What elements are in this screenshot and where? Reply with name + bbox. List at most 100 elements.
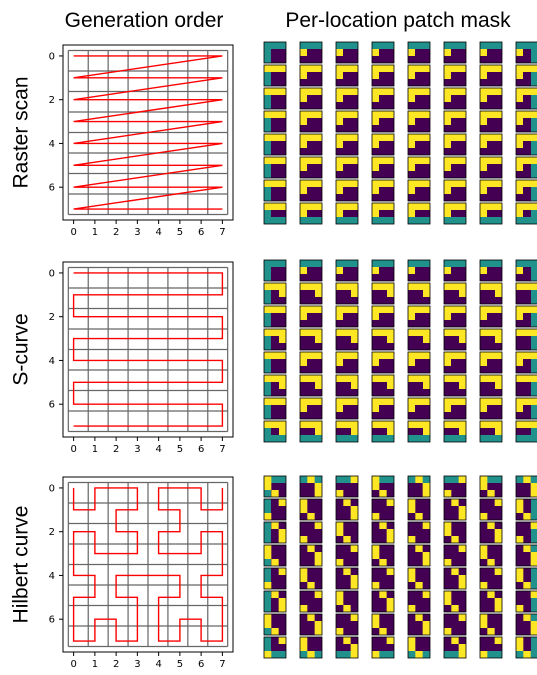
mask-pad (531, 329, 537, 350)
mask-border (335, 156, 359, 179)
mask-visible (264, 476, 272, 483)
mask-visible (523, 651, 531, 658)
mask-visible (516, 111, 537, 118)
mask-visible (300, 499, 308, 506)
chart-row-1: Raster scan 0 1 2 3 4 5 6 7 0 2 4 6 (10, 41, 537, 238)
mask-visible (271, 628, 279, 635)
mask-border (515, 590, 537, 613)
mask-visible (314, 628, 322, 635)
mask-border (515, 636, 537, 659)
mask-border (407, 133, 431, 156)
row-label: S-curve (10, 313, 33, 385)
mask-border (515, 521, 537, 544)
mask-pad (531, 398, 537, 419)
mask-visible (494, 605, 502, 612)
mask-visible (444, 118, 451, 125)
mask-visible (264, 614, 272, 621)
mask-visible (336, 164, 343, 171)
mask-visible (314, 483, 322, 490)
x-tick-label: 3 (134, 227, 140, 238)
mask-tile (335, 305, 359, 328)
mask-visible (408, 111, 430, 118)
mask-visible (516, 203, 537, 210)
mask-visible (336, 187, 343, 194)
mask-border (443, 420, 467, 443)
mask-visible (336, 141, 343, 148)
mask-border (407, 179, 431, 202)
mask-border (371, 156, 395, 179)
mask-visible (423, 336, 430, 343)
mask-visible (379, 591, 387, 598)
mask-visible (459, 428, 466, 435)
mask-border (443, 87, 467, 110)
x-tick-label: 0 (70, 444, 76, 455)
mask-visible (300, 421, 322, 428)
mask-visible (278, 536, 286, 543)
mask-visible (408, 575, 416, 582)
mask-pad (264, 283, 271, 304)
mask-tile (263, 498, 287, 521)
mask-tile (371, 498, 395, 521)
mask-pad (531, 88, 537, 109)
mask-pad (264, 476, 286, 483)
mask-visible (387, 290, 394, 297)
mask-visible (264, 134, 286, 141)
mask-tile (479, 259, 503, 282)
mask-visible (314, 559, 322, 566)
mask-visible (408, 72, 415, 79)
mask-border (335, 328, 359, 351)
mask-visible (278, 637, 286, 644)
mask-visible (314, 522, 322, 529)
mask-pad (531, 111, 537, 132)
mask-visible (451, 536, 459, 543)
x-tick-label: 3 (134, 659, 140, 670)
generation-path-line (73, 55, 223, 210)
mask-visible (408, 329, 430, 336)
mask-tile (479, 179, 503, 202)
mask-visible (422, 552, 430, 559)
mask-border (443, 544, 467, 567)
mask-border (407, 259, 431, 282)
mask-visible (300, 568, 308, 575)
mask-visible (458, 644, 466, 651)
mask-border (299, 420, 323, 443)
mask-visible (307, 513, 315, 520)
mask-visible (530, 628, 537, 635)
mask-border (299, 87, 323, 110)
mask-visible (350, 506, 358, 513)
mask-visible (336, 88, 358, 95)
mask-visible (264, 111, 286, 118)
mask-tile (515, 179, 537, 202)
mask-visible (444, 628, 452, 635)
mask-visible (350, 476, 358, 483)
mask-border (443, 374, 467, 397)
mask-tile (443, 351, 467, 374)
mask-visible (480, 359, 487, 366)
mask-border (407, 305, 431, 328)
mask-tile (299, 475, 323, 498)
mask-visible (264, 157, 286, 164)
mask-tile (407, 521, 431, 544)
mask-border (443, 521, 467, 544)
mask-tile (263, 328, 287, 351)
mask-border (371, 521, 395, 544)
mask-visible (372, 359, 379, 366)
mask-tile (479, 41, 503, 64)
mask-visible (408, 65, 430, 72)
mask-visible (264, 582, 272, 589)
mask-visible (408, 421, 430, 428)
mask-visible (494, 499, 502, 506)
mask-tile (371, 521, 395, 544)
mask-visible (451, 637, 459, 644)
mask-visible (279, 336, 286, 343)
mask-visible (480, 210, 487, 217)
mask-tile (263, 259, 287, 282)
mask-visible (487, 628, 495, 635)
mask-tile (479, 475, 503, 498)
mask-tile (479, 590, 503, 613)
mask-tile (371, 567, 395, 590)
mask-visible (350, 575, 358, 582)
mask-visible (494, 598, 502, 605)
x-tick-label: 6 (198, 444, 204, 455)
mask-tile (515, 521, 537, 544)
